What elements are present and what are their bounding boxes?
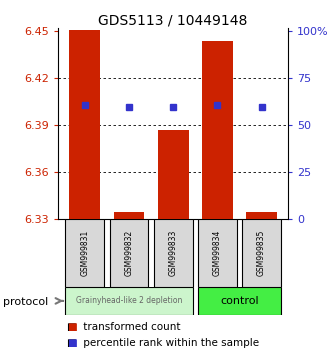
Bar	[69, 30, 100, 219]
Bar	[65, 287, 192, 315]
Title: GDS5113 / 10449148: GDS5113 / 10449148	[99, 13, 248, 27]
Text: GSM999832: GSM999832	[125, 230, 134, 276]
Text: control: control	[220, 296, 259, 306]
Bar	[65, 219, 104, 287]
Text: GSM999833: GSM999833	[168, 230, 178, 276]
Bar	[202, 41, 233, 219]
Text: ■  percentile rank within the sample: ■ percentile rank within the sample	[67, 338, 259, 348]
Bar	[154, 219, 192, 287]
Text: GSM999831: GSM999831	[80, 230, 89, 276]
Text: GSM999834: GSM999834	[213, 230, 222, 276]
Bar	[114, 212, 145, 219]
Text: ■: ■	[67, 338, 76, 348]
Bar	[198, 287, 281, 315]
Text: protocol: protocol	[3, 297, 49, 307]
Text: ■  transformed count: ■ transformed count	[67, 322, 180, 332]
Bar	[110, 219, 149, 287]
Text: GSM999835: GSM999835	[257, 230, 266, 276]
Text: ■: ■	[67, 322, 76, 332]
Bar	[246, 212, 277, 219]
Text: Grainyhead-like 2 depletion: Grainyhead-like 2 depletion	[76, 296, 182, 306]
Bar	[158, 130, 188, 219]
Bar	[198, 219, 237, 287]
Bar	[242, 219, 281, 287]
